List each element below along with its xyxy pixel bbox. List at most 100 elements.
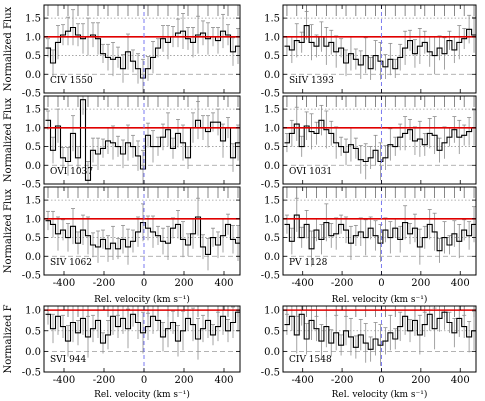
x-tick-label: 400: [451, 375, 470, 386]
y-tick-label: 1.5: [264, 105, 280, 116]
y-tick-label: 1.5: [25, 196, 41, 207]
plot-frame: [43, 95, 241, 185]
x-tick-label: -200: [93, 278, 115, 289]
y-tick-label: 0.5: [264, 51, 280, 62]
ion-label: CIV 1548: [289, 355, 332, 365]
y-tick-label: 0.5: [25, 142, 41, 153]
plot-area: [283, 306, 476, 372]
plot-area: [283, 96, 476, 184]
plot-area: [44, 5, 240, 93]
y-tick-label: 1.0: [25, 214, 41, 225]
y-axis-label: Normalized F: [3, 304, 14, 373]
y-tick-label: 1.0: [25, 123, 41, 134]
flux-series-line: [45, 216, 240, 255]
panel-civ-1548: -0.5 0.0 0.5 1.0 -400 -200 0 200 400 Rel. velocit…: [261, 305, 477, 400]
y-tick-label: 0.5: [25, 233, 41, 244]
x-tick-label: 200: [174, 375, 193, 386]
panel-ovi-1031: -0.5 0.0 0.5 1.0 1.5 OVI 1031: [261, 95, 477, 191]
y-tick-label: -0.5: [261, 271, 280, 282]
y-tick-label: -0.5: [261, 180, 280, 191]
y-tick-label: 0.5: [25, 326, 41, 337]
y-tick-label: 0.0: [264, 347, 280, 358]
ion-label: SiIV 1393: [289, 76, 334, 86]
y-tick-label: 1.5: [264, 14, 280, 25]
flux-series-line: [284, 214, 476, 252]
ion-label: OVI 1037: [50, 167, 93, 177]
flux-series-line: [45, 26, 240, 79]
plot-frame: [282, 186, 477, 276]
x-tick-label: -400: [291, 278, 313, 289]
y-tick-label: -0.5: [261, 89, 280, 100]
y-tick-label: 1.0: [264, 306, 280, 317]
x-axis-label: Rel. velocity (km s⁻¹): [332, 294, 428, 305]
y-tick-label: 0.5: [264, 233, 280, 244]
x-tick-label: -200: [93, 375, 115, 386]
ion-label: CIV 1550: [50, 76, 93, 86]
y-tick-label: 0.0: [25, 347, 41, 358]
y-axis-label: Normalized Flux: [3, 188, 14, 273]
ion-label: PV 1128: [289, 258, 328, 268]
ion-label: SIV 1062: [50, 258, 92, 268]
plot-area: [44, 96, 240, 184]
y-tick-label: -0.5: [22, 271, 41, 282]
y-tick-label: 1.5: [25, 105, 41, 116]
y-tick-label: 1.0: [264, 123, 280, 134]
y-tick-label: 1.5: [25, 14, 41, 25]
flux-series-line: [284, 119, 476, 163]
y-tick-label: 0.5: [25, 51, 41, 62]
x-tick-label: 400: [214, 375, 233, 386]
panel-siiv-1393: -0.5 0.0 0.5 1.0 1.5 SiIV 1393: [261, 4, 477, 100]
y-tick-label: -0.5: [22, 89, 41, 100]
plot-frame: [43, 4, 241, 94]
y-axis-label: Normalized Flux: [3, 97, 14, 182]
y-tick-label: 0.0: [264, 70, 280, 81]
y-tick-label: 0.0: [25, 70, 41, 81]
plot-frame: [282, 95, 477, 185]
plot-area: [283, 5, 476, 93]
x-tick-label: 400: [451, 278, 470, 289]
y-tick-label: -0.5: [261, 368, 280, 379]
flux-series-line: [284, 25, 476, 70]
panel-siv-1062: -0.5 0.0 0.5 1.0 1.5 -400 -200 0 200 400 Rel. velo…: [3, 186, 241, 305]
y-tick-label: 1.0: [264, 214, 280, 225]
ion-label: OVI 1031: [289, 167, 332, 177]
y-tick-label: 0.0: [25, 161, 41, 172]
ion-label: SVI 944: [50, 355, 87, 365]
x-tick-label: -200: [331, 278, 353, 289]
x-tick-label: 200: [411, 375, 430, 386]
plot-area: [44, 306, 240, 372]
x-tick-label: 400: [214, 278, 233, 289]
x-tick-label: 200: [411, 278, 430, 289]
y-tick-label: 1.0: [25, 306, 41, 317]
x-tick-label: 0: [378, 278, 384, 289]
flux-series-line: [284, 311, 476, 350]
x-axis-label: Rel. velocity (km s⁻¹): [332, 389, 428, 400]
panel-ovi-1037: -0.5 0.0 0.5 1.0 1.5 OVI 1037 Normalized Flux: [3, 95, 241, 191]
panel-svi-944: -0.5 0.0 0.5 1.0 -400 -200 0 200 400 Rel. velocit…: [3, 304, 241, 400]
flux-series-line: [45, 99, 240, 181]
flux-series-line: [45, 311, 240, 344]
plot-area: [283, 187, 476, 275]
y-tick-label: 0.0: [264, 161, 280, 172]
plot-frame: [282, 4, 477, 94]
panel-civ-1550: -0.5 0.0 0.5 1.0 1.5 CIV 1550 Normalized Flux: [3, 4, 241, 100]
x-tick-label: -400: [291, 375, 313, 386]
x-axis-label: Rel. velocity (km s⁻¹): [94, 389, 190, 400]
plot-frame: [282, 305, 477, 373]
plot-area: [44, 187, 240, 275]
plot-frame: [43, 186, 241, 276]
x-tick-label: 200: [174, 278, 193, 289]
x-tick-label: -400: [53, 375, 75, 386]
y-tick-label: 1.0: [264, 32, 280, 43]
y-tick-label: 0.5: [264, 326, 280, 337]
x-tick-label: 0: [378, 375, 384, 386]
y-tick-label: 0.0: [264, 252, 280, 263]
x-axis-label: Rel. velocity (km s⁻¹): [94, 294, 190, 305]
x-tick-label: 0: [141, 278, 147, 289]
y-tick-label: 0.0: [25, 252, 41, 263]
x-tick-label: -200: [331, 375, 353, 386]
y-tick-label: 1.5: [264, 196, 280, 207]
x-tick-label: 0: [141, 375, 147, 386]
y-tick-label: 0.5: [264, 142, 280, 153]
